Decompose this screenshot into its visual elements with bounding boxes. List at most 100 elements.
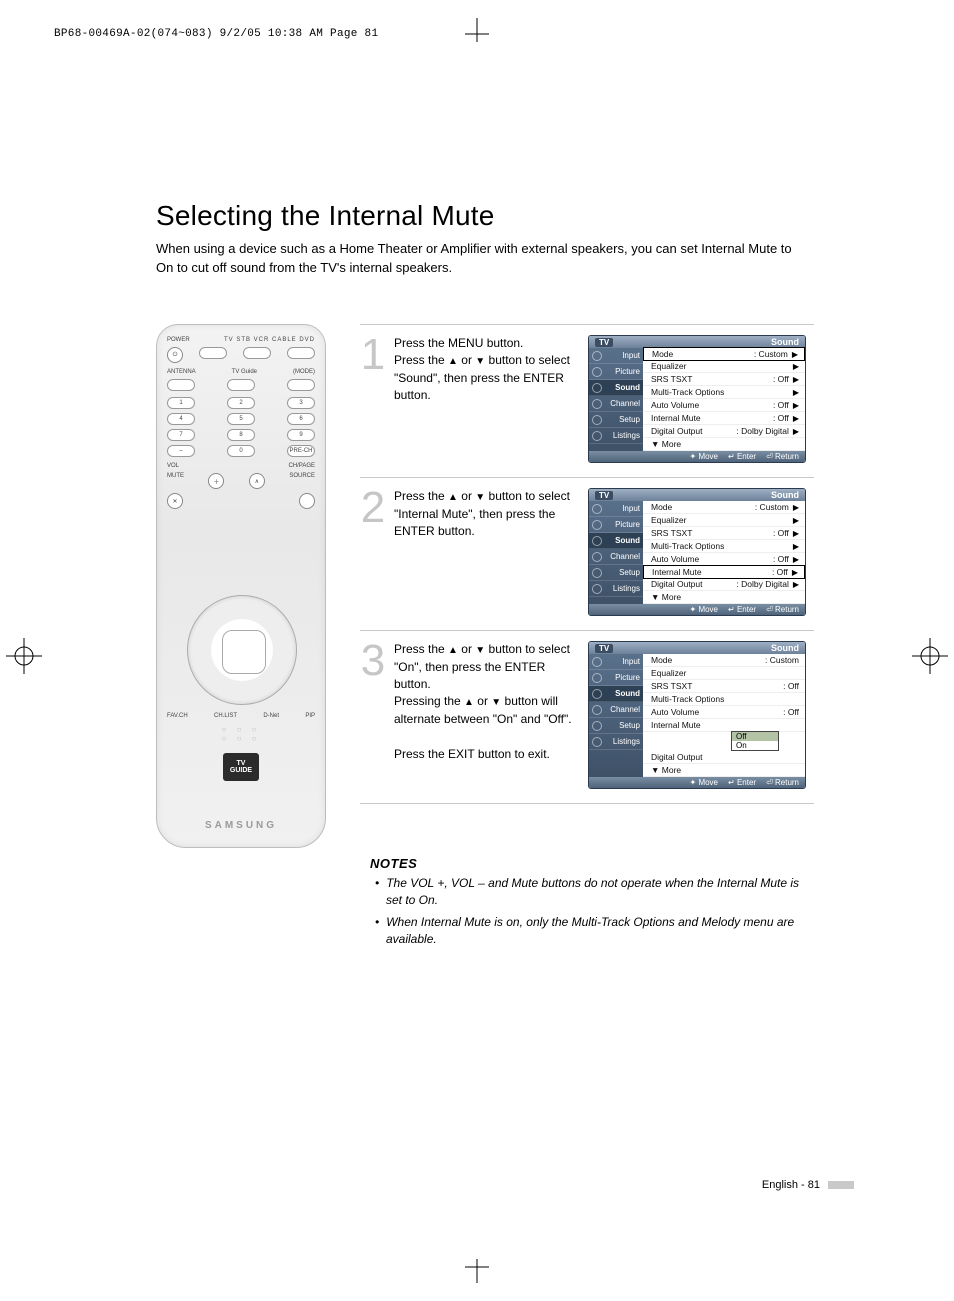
step-text: Press the ▲ or ▼ button to select "Inter… — [394, 488, 580, 540]
cropmark-bottom — [457, 1259, 497, 1283]
dpad: ↵ ENTER — [187, 595, 297, 705]
num-0: 0 — [227, 445, 255, 457]
ch-rocker: ∧ — [249, 473, 265, 489]
num-3: 3 — [287, 397, 315, 409]
num-6: 6 — [287, 413, 315, 425]
note-item: The VOL +, VOL – and Mute buttons do not… — [370, 875, 800, 910]
osd-side-listings: Listings — [589, 428, 643, 444]
osd-screen: TVSoundInputPictureSoundChannelSetupList… — [588, 641, 806, 789]
osd-row: Auto Volume: Off▶ — [643, 399, 805, 412]
osd-row: Internal Mute: Off▶ — [643, 565, 805, 579]
osd-row: Multi-Track Options▶ — [643, 540, 805, 553]
osd-side-setup: Setup — [589, 718, 643, 734]
tvguide-label: TV Guide — [232, 369, 257, 375]
osd-side-channel: Channel — [589, 702, 643, 718]
step-number: 2 — [360, 488, 386, 528]
osd-row: SRS TSXT: Off — [643, 680, 805, 693]
antenna-label: ANTENNA — [167, 369, 196, 375]
osd-row: Digital Output: Dolby Digital▶ — [643, 425, 805, 438]
osd-row: Digital Output: Dolby Digital▶ — [643, 578, 805, 591]
num-PRE-CH: PRE-CH — [287, 445, 315, 457]
step-3: 3Press the ▲ or ▼ button to select "On",… — [360, 630, 814, 804]
osd-row: SRS TSXT: Off▶ — [643, 373, 805, 386]
osd-side-listings: Listings — [589, 581, 643, 597]
brand-label: SAMSUNG — [157, 820, 325, 831]
notes-section: NOTES The VOL +, VOL – and Mute buttons … — [370, 856, 800, 953]
osd-side-input: Input — [589, 654, 643, 670]
num-–: – — [167, 445, 195, 457]
page-title: Selecting the Internal Mute — [156, 200, 495, 232]
num-5: 5 — [227, 413, 255, 425]
remote-pill — [227, 379, 255, 391]
power-label: POWER — [167, 337, 190, 343]
step-1: 1Press the MENU button.Press the ▲ or ▼ … — [360, 324, 814, 477]
source-label: SOURCE — [289, 473, 315, 489]
osd-row: Mode: Custom — [643, 654, 805, 667]
num-9: 9 — [287, 429, 315, 441]
osd-row: Multi-Track Options▶ — [643, 386, 805, 399]
osd-row: Equalizer▶ — [643, 360, 805, 373]
numpad: 1 2 3 4 5 6 7 8 9 – 0 PRE-CH — [167, 397, 315, 457]
osd-row: Internal Mute — [643, 719, 805, 732]
osd-row: Mode: Custom▶ — [643, 501, 805, 514]
vol-label: VOL — [167, 463, 179, 469]
power-button: ⏻ — [167, 347, 183, 363]
osd-side-input: Input — [589, 501, 643, 517]
num-8: 8 — [227, 429, 255, 441]
osd-row: Internal Mute: Off▶ — [643, 412, 805, 425]
cropmark-left — [6, 638, 42, 674]
print-header: BP68-00469A-02(074~083) 9/2/05 10:38 AM … — [54, 28, 378, 40]
osd-row: Mode: Custom▶ — [643, 347, 805, 361]
osd-row: Equalizer▶ — [643, 514, 805, 527]
chpage-label: CH/PAGE — [288, 463, 315, 469]
osd-side-input: Input — [589, 348, 643, 364]
cropmark-right — [912, 638, 948, 674]
mode-slot — [199, 347, 227, 359]
cropmark-top — [457, 18, 497, 42]
step-number: 1 — [360, 335, 386, 375]
num-7: 7 — [167, 429, 195, 441]
page-footer: English - 81 — [762, 1179, 854, 1191]
vol-rocker: ＋ — [208, 473, 224, 489]
osd-side-picture: Picture — [589, 670, 643, 686]
osd-side-setup: Setup — [589, 412, 643, 428]
osd-row: Digital Output — [643, 751, 805, 764]
notes-title: NOTES — [370, 856, 800, 871]
remote-illustration: POWER TV STB VCR CABLE DVD ⏻ ANTENNA TV … — [156, 324, 326, 848]
tvguide-tv: TV — [237, 760, 246, 767]
note-item: When Internal Mute is on, only the Multi… — [370, 914, 800, 949]
osd-row: Auto Volume: Off — [643, 706, 805, 719]
osd-side-picture: Picture — [589, 517, 643, 533]
osd-side-listings: Listings — [589, 734, 643, 750]
mode-slot — [243, 347, 271, 359]
osd-container: TVSoundInputPictureSoundChannelSetupList… — [588, 641, 814, 789]
steps-column: 1Press the MENU button.Press the ▲ or ▼ … — [360, 324, 814, 804]
osd-side-channel: Channel — [589, 396, 643, 412]
mode-slot — [287, 347, 315, 359]
osd-side-picture: Picture — [589, 364, 643, 380]
favch-label: FAV.CH — [167, 713, 188, 719]
chlist-label: CH.LIST — [214, 713, 237, 719]
step-2: 2Press the ▲ or ▼ button to select "Inte… — [360, 477, 814, 630]
dnet-label: D-Net — [263, 713, 279, 719]
osd-screen: TVSoundInputPictureSoundChannelSetupList… — [588, 488, 806, 616]
osd-side-setup: Setup — [589, 565, 643, 581]
step-text: Press the ▲ or ▼ button to select "On", … — [394, 641, 580, 763]
num-4: 4 — [167, 413, 195, 425]
osd-side-sound: Sound — [589, 686, 643, 702]
source-button — [299, 493, 315, 509]
osd-row: SRS TSXT: Off▶ — [643, 527, 805, 540]
remote-pill — [167, 379, 195, 391]
num-2: 2 — [227, 397, 255, 409]
mode-labels: TV STB VCR CABLE DVD — [224, 337, 315, 343]
remote-pill — [287, 379, 315, 391]
intro-text: When using a device such as a Home Theat… — [156, 240, 796, 278]
mute-label: MUTE — [167, 473, 184, 489]
num-1: 1 — [167, 397, 195, 409]
tvguide-guide: GUIDE — [230, 767, 252, 774]
enter-label: ↵ ENTER — [232, 644, 252, 657]
tvguide-logo: TVGUIDE — [157, 753, 325, 781]
notes-list: The VOL +, VOL – and Mute buttons do not… — [370, 875, 800, 949]
page-number: English - 81 — [762, 1179, 820, 1191]
mode-label: (MODE) — [293, 369, 315, 375]
